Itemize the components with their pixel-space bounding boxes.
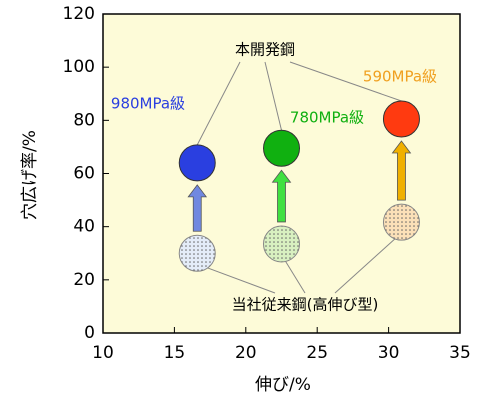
x-tick-label: 30 [378, 343, 400, 363]
y-axis-label: 穴広げ率/% [20, 130, 40, 220]
y-tick-label: 40 [73, 217, 95, 237]
leader-line [264, 61, 282, 131]
arrow [391, 140, 412, 201]
y-tick-label: 100 [63, 57, 95, 77]
point [178, 144, 216, 182]
leader-line [334, 232, 402, 294]
point-texture [263, 225, 300, 262]
leader-line [196, 61, 241, 146]
point-texture [179, 235, 216, 272]
y-tick-label: 60 [73, 164, 95, 184]
x-tick-label: 35 [449, 343, 471, 363]
point [382, 100, 420, 138]
point-texture [383, 204, 420, 241]
x-tick-label: 10 [92, 343, 114, 363]
leader-line [197, 263, 276, 294]
x-tick-label: 25 [306, 343, 328, 363]
x-tick-label: 20 [235, 343, 257, 363]
y-tick-label: 80 [73, 110, 95, 130]
y-tick-label: 120 [63, 4, 95, 24]
series-label: 当社従来鋼(高伸び型) [232, 296, 379, 314]
leader-line [289, 61, 402, 102]
x-axis-label: 伸び/% [255, 375, 311, 395]
y-tick-label: 20 [73, 270, 95, 290]
y-tick-label: 0 [84, 323, 95, 343]
x-tick-label: 15 [164, 343, 186, 363]
point-label: 980MPa級 [111, 95, 185, 113]
series-label: 本開発鋼 [235, 41, 295, 59]
point-label: 780MPa級 [290, 109, 364, 127]
arrow [187, 184, 208, 232]
arrow [271, 169, 292, 223]
point-label: 590MPa級 [363, 68, 437, 86]
point [263, 129, 300, 167]
